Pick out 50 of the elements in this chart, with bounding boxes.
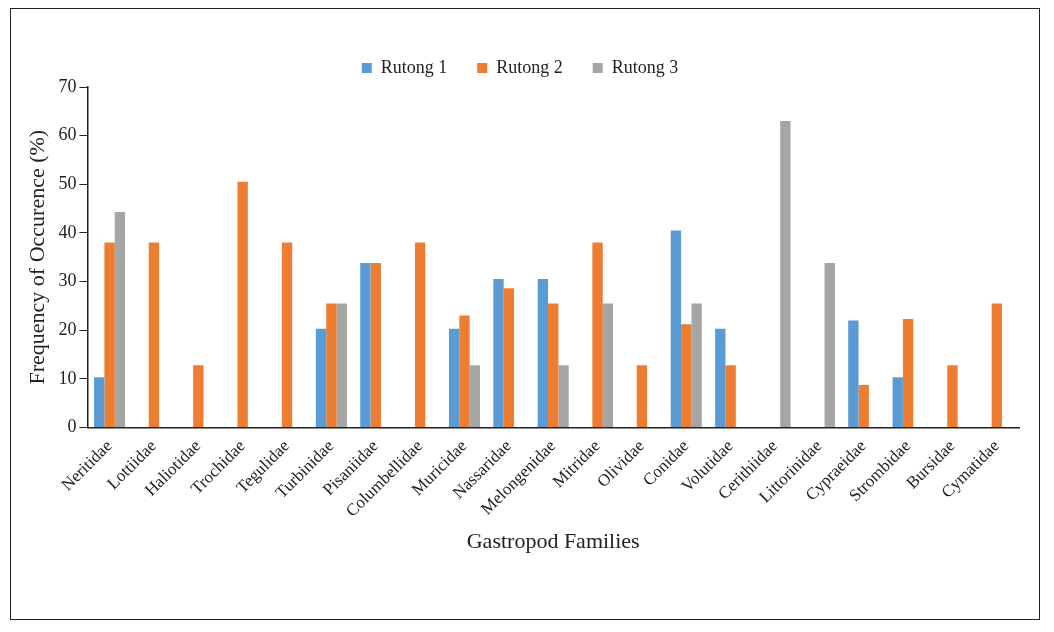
- bar: [824, 263, 835, 427]
- bar: [780, 121, 791, 427]
- bar: [681, 324, 692, 427]
- bar: [902, 318, 914, 427]
- bar: [493, 279, 504, 427]
- y-tick-label: 20: [58, 318, 77, 339]
- bar: [281, 242, 293, 427]
- bar: [237, 181, 248, 427]
- bar: [725, 365, 736, 427]
- bar: [991, 303, 1002, 427]
- legend-label: Rutong 1: [380, 56, 448, 77]
- y-tick-label: 40: [58, 221, 77, 242]
- bar: [148, 242, 160, 427]
- bar: [670, 230, 682, 427]
- y-tick-label: 70: [58, 75, 77, 96]
- y-axis-title: Frequency of Occurence (%): [23, 129, 49, 385]
- bar: [592, 242, 603, 427]
- y-tick-label: 60: [58, 124, 77, 145]
- bar: [193, 365, 204, 427]
- bar: [336, 303, 347, 427]
- bar: [315, 328, 327, 427]
- bar: [469, 365, 480, 427]
- bar: [691, 303, 702, 427]
- bar: [892, 377, 903, 427]
- bar: [558, 365, 569, 427]
- bar: [448, 328, 460, 427]
- bar: [602, 303, 614, 427]
- y-tick-label: 50: [58, 172, 77, 193]
- bar: [548, 303, 559, 427]
- bar: [858, 385, 869, 427]
- y-tick-label: 10: [58, 367, 77, 388]
- bar: [537, 279, 549, 427]
- x-axis-title: Gastropod Families: [466, 527, 640, 553]
- bar: [459, 315, 470, 427]
- bar: [848, 320, 859, 427]
- bar: [114, 211, 126, 427]
- bar: [947, 365, 958, 427]
- bar: [326, 303, 337, 427]
- legend-label: Rutong 2: [496, 56, 563, 77]
- bar: [715, 328, 726, 427]
- y-tick-label: 30: [58, 270, 77, 291]
- y-tick-label: 0: [67, 416, 77, 437]
- bar: [104, 242, 115, 427]
- bar: [370, 263, 381, 427]
- bar: [360, 263, 371, 427]
- bar: [414, 242, 426, 427]
- bar: [503, 288, 515, 427]
- bar: [94, 377, 105, 427]
- bar: [636, 365, 648, 427]
- legend-label: Rutong 3: [611, 56, 679, 77]
